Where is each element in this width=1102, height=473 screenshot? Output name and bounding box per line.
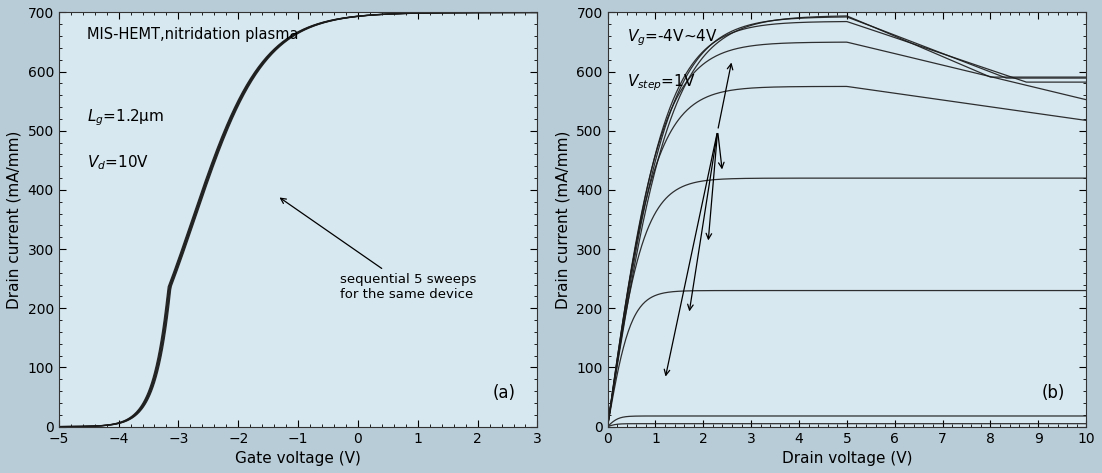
Text: (a): (a) (493, 384, 516, 402)
Text: $V_{g}$=-4V~4V: $V_{g}$=-4V~4V (627, 27, 717, 48)
Text: $V_{step}$=1V: $V_{step}$=1V (627, 72, 695, 93)
Y-axis label: Drain current (mA/mm): Drain current (mA/mm) (7, 131, 22, 309)
Text: sequential 5 sweeps
for the same device: sequential 5 sweeps for the same device (281, 198, 476, 301)
Text: (b): (b) (1041, 384, 1065, 402)
Y-axis label: Drain current (mA/mm): Drain current (mA/mm) (555, 131, 571, 309)
Text: $V_{d}$=10V: $V_{d}$=10V (87, 153, 150, 172)
X-axis label: Drain voltage (V): Drain voltage (V) (781, 451, 912, 466)
X-axis label: Gate voltage (V): Gate voltage (V) (235, 451, 361, 466)
Text: $L_{g}$=1.2μm: $L_{g}$=1.2μm (87, 108, 164, 128)
Text: MIS-HEMT,nitridation plasma: MIS-HEMT,nitridation plasma (87, 27, 299, 42)
